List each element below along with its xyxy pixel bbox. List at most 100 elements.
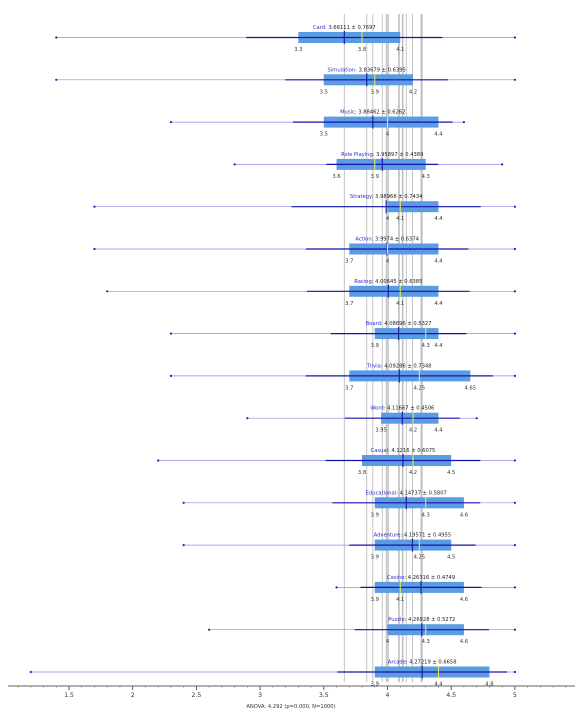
median-label: 4.1 [396, 216, 404, 222]
series-name: Strategy: [350, 194, 374, 200]
q1-label: 3.9 [371, 682, 379, 688]
min-marker [93, 205, 96, 208]
q1-label: 3.5 [320, 89, 328, 95]
min-marker [55, 36, 58, 39]
q3-label: 4.1 [396, 47, 404, 53]
x-tick-label: 4 [386, 692, 390, 699]
median-label: 3.9 [371, 89, 379, 95]
median-label: 4.1 [396, 597, 404, 603]
series-label: Role Playing: 3.95897 ± 0.4389 [341, 152, 423, 158]
x-tick-label: 4.5 [446, 692, 456, 699]
median-label: 4.3 [422, 512, 430, 518]
x-tick-label: 1.5 [64, 692, 74, 699]
series-stats: 4.1216 ± 0.6075 [390, 448, 436, 454]
max-marker [513, 459, 517, 462]
min-marker [55, 78, 58, 81]
box-row-music: 3.5 4 4.4 Music: 3.88462 ± 0.6262 [169, 110, 466, 138]
q1-label: 3.8 [358, 470, 366, 476]
max-marker [475, 417, 478, 420]
q1-label: 3.9 [371, 597, 379, 603]
max-marker [513, 586, 517, 589]
min-marker [106, 290, 109, 293]
box-row-educational: 3.9 4.3 4.6 Educational: 4.14737 ± 0.5807 [182, 490, 517, 518]
series-name: Board: [366, 321, 383, 327]
q3-label: 4.6 [460, 639, 468, 645]
max-marker [513, 670, 517, 674]
max-marker [513, 544, 517, 547]
q3-label: 4.6 [460, 512, 468, 518]
q3-label: 4.2 [409, 89, 417, 95]
box-row-card: 3.3 3.8 4.1 Card: 3.66111 ± 0.7697 [55, 25, 517, 53]
min-marker [29, 670, 32, 674]
series-name: Simulation: [328, 67, 358, 73]
min-marker [335, 586, 338, 589]
q1-label: 3.6 [332, 174, 340, 180]
q3-label: 4.3 [422, 174, 430, 180]
series-stats: 3.66111 ± 0.7697 [327, 25, 376, 31]
median-label: 4.25 [414, 385, 426, 391]
max-marker [513, 36, 517, 39]
x-tick-label: 2 [131, 692, 135, 699]
q3-label: 4.4 [434, 216, 443, 222]
series-stats: 3.98966 ± 0.7434 [374, 194, 424, 200]
q1-label: 4 [386, 639, 390, 645]
series-name: Casual: [371, 448, 390, 454]
series-label: Word: 4.11667 ± 0.4506 [370, 406, 434, 412]
min-marker [208, 628, 211, 631]
median-label: 4.4 [434, 682, 443, 688]
series-label: Board: 4.08696 ± 0.5327 [366, 321, 432, 327]
series-stats: 3.88462 ± 0.6262 [357, 110, 406, 116]
q1-label: 4 [386, 216, 390, 222]
q1-label: 3.9 [371, 555, 379, 561]
q3-label: 4.4 [434, 132, 443, 138]
min-marker [169, 374, 173, 377]
min-marker [157, 459, 160, 462]
median-label: 4 [386, 259, 390, 265]
median-label: 3.9 [371, 174, 379, 180]
series-label: Adventure: 4.19571 ± 0.4955 [374, 533, 452, 539]
series-name: Role Playing: [341, 152, 375, 158]
max-marker [513, 501, 517, 504]
max-marker [513, 205, 517, 208]
series-stats: 3.83679 ± 0.6395 [357, 67, 406, 73]
series-label: Racing: 4.00645 ± 0.6385 [354, 279, 422, 285]
series-name: Casino: [387, 575, 406, 581]
median-label: 4.2 [409, 470, 417, 476]
median-label: 3.8 [358, 47, 366, 53]
max-marker [462, 121, 466, 124]
q3-label: 4.8 [485, 682, 493, 688]
series-label: Casino: 4.26316 ± 0.4749 [387, 575, 455, 581]
median-label: 4.3 [422, 639, 430, 645]
q3-label: 4.4 [434, 428, 443, 434]
max-marker [513, 332, 517, 335]
median-label: 4.25 [414, 555, 426, 561]
q1-label: 3.7 [345, 259, 353, 265]
series-name: Arcade: [388, 660, 408, 666]
min-marker [246, 417, 249, 420]
series-name: Music: [340, 110, 357, 116]
q3-label: 4.6 [460, 597, 468, 603]
max-marker [501, 163, 504, 166]
min-marker [233, 163, 236, 166]
series-stats: 4.19571 ± 0.4955 [402, 533, 451, 539]
q1-label: 3.7 [345, 385, 353, 391]
series-label: Trivia: 4.09286 ± 0.7348 [366, 363, 431, 369]
x-tick-label: 5 [513, 692, 517, 699]
series-name: Action: [355, 237, 373, 243]
box-row-casual: 3.8 4.2 4.5 Casual: 4.1216 ± 0.6075 [157, 448, 517, 476]
box-row-puzzle: 4 4.3 4.6 Puzzle: 4.26928 ± 0.5272 [208, 617, 517, 645]
q1-label: 3.9 [371, 512, 379, 518]
x-tick-label: 3 [258, 692, 262, 699]
box-rows: 3.3 3.8 4.1 Card: 3.66111 ± 0.7697 3.5 3.9 4.2… [29, 25, 517, 688]
series-name: Adventure: [374, 533, 403, 539]
min-marker [182, 544, 185, 547]
series-label: Strategy: 3.98966 ± 0.7434 [350, 194, 423, 200]
max-marker [513, 78, 517, 81]
x-tick-label: 3.5 [319, 692, 329, 699]
max-marker [513, 374, 517, 377]
q1-label: 3.95 [375, 428, 387, 434]
q3-label: 4.5 [447, 470, 455, 476]
q3-label: 4.65 [465, 385, 477, 391]
series-stats: 3.9974 ± 0.6374 [373, 237, 419, 243]
series-stats: 4.00645 ± 0.6385 [374, 279, 423, 285]
